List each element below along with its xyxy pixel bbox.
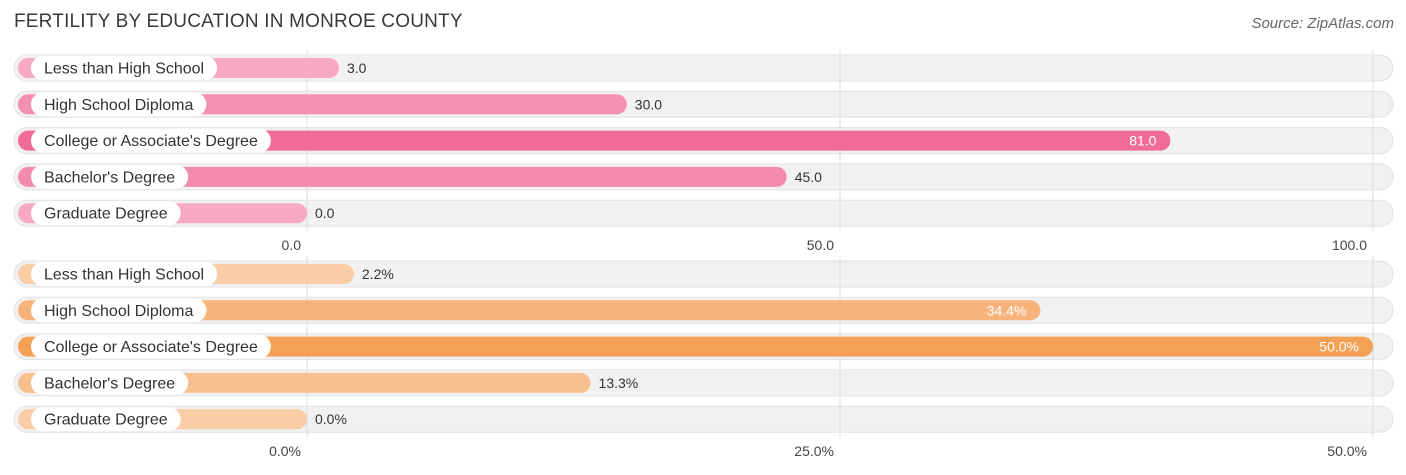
bar-college-or-associate-s-degree bbox=[18, 130, 1171, 151]
category-label: Bachelor's Degree bbox=[44, 375, 175, 392]
fertility-rate-chart: 0.0 50.0 100.0 Less than High School 3.0 High… bbox=[13, 50, 1394, 253]
value-label: 13.3% bbox=[599, 375, 639, 391]
category-pill bbox=[31, 164, 189, 189]
bar-high-school-diploma bbox=[18, 300, 1041, 321]
value-label: 0.0 bbox=[315, 205, 335, 221]
category-label: Graduate Degree bbox=[44, 412, 168, 429]
bar-college-or-associate-s-degree bbox=[18, 336, 1373, 357]
value-label: 3.0 bbox=[347, 60, 367, 76]
bar-bachelor-s-degree bbox=[18, 166, 787, 187]
category-pill bbox=[31, 407, 181, 432]
value-label: 30.0 bbox=[635, 96, 662, 112]
category-pill bbox=[31, 298, 207, 323]
x-tick-label: 50.0 bbox=[807, 237, 834, 253]
x-tick-label: 50.0% bbox=[1327, 443, 1367, 459]
category-pill bbox=[31, 262, 218, 286]
bar-track bbox=[13, 199, 1394, 227]
category-label: Bachelor's Degree bbox=[44, 169, 175, 186]
value-label: 2.2% bbox=[362, 266, 394, 282]
bar-track bbox=[13, 260, 1394, 288]
category-pill bbox=[31, 56, 218, 80]
value-label: 34.4% bbox=[987, 302, 1027, 318]
category-pill bbox=[31, 92, 207, 117]
category-pill bbox=[31, 201, 181, 226]
category-label: College or Associate's Degree bbox=[44, 133, 258, 150]
x-tick-label: 0.0% bbox=[269, 443, 301, 459]
category-pill bbox=[31, 128, 271, 153]
value-label: 45.0 bbox=[795, 169, 822, 185]
value-label: 50.0% bbox=[1319, 339, 1359, 355]
bar-track bbox=[13, 54, 1394, 82]
category-label: Less than High School bbox=[44, 61, 204, 78]
category-label: Less than High School bbox=[44, 267, 204, 284]
category-pill bbox=[31, 334, 271, 359]
x-tick-label: 0.0 bbox=[282, 237, 302, 253]
value-label: 81.0 bbox=[1129, 133, 1156, 149]
bar-track bbox=[13, 405, 1394, 433]
x-tick-label: 25.0% bbox=[794, 443, 834, 459]
source-label: Source: ZipAtlas.com bbox=[1251, 15, 1394, 32]
category-pill bbox=[31, 370, 189, 395]
category-label: College or Associate's Degree bbox=[44, 339, 258, 356]
value-label: 0.0% bbox=[315, 411, 347, 427]
category-label: High School Diploma bbox=[44, 303, 194, 320]
x-tick-label: 100.0 bbox=[1332, 237, 1367, 253]
chart-title: FERTILITY BY EDUCATION IN MONROE COUNTY bbox=[14, 11, 463, 32]
category-label: High School Diploma bbox=[44, 97, 194, 114]
category-label: Graduate Degree bbox=[44, 206, 168, 223]
